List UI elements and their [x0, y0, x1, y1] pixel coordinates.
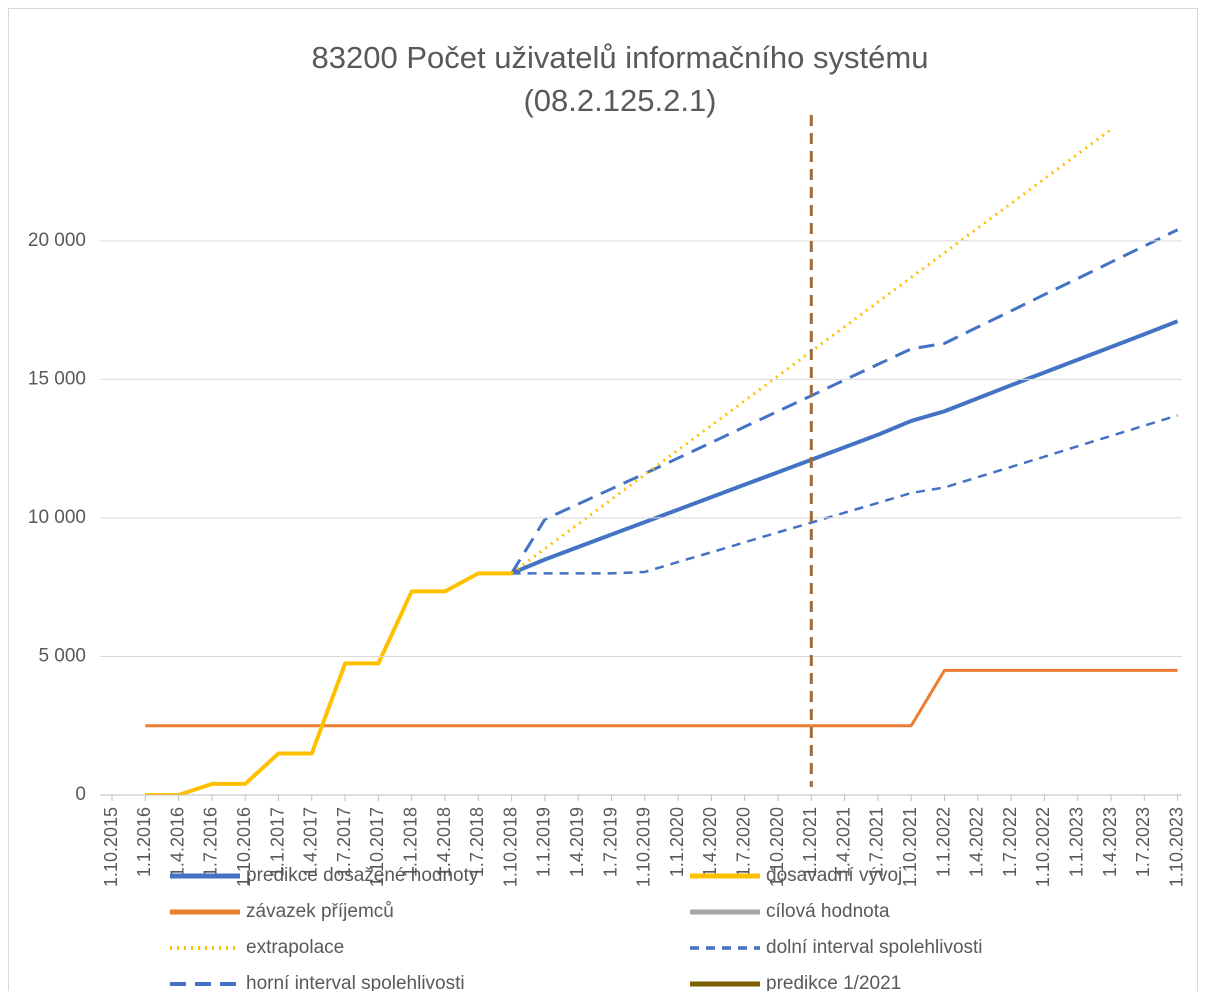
y-tick-label: 5 000 [38, 645, 86, 666]
legend-label: cílová hodnota [766, 901, 890, 922]
y-tick-label: 20 000 [28, 230, 86, 251]
legend-label: predikce dosažené hodnoty [246, 865, 479, 886]
chart-title: 83200 Počet uživatelů informačního systé… [312, 40, 929, 75]
x-tick-label: 1.1.2016 [134, 807, 154, 877]
x-tick-label: 1.4.2019 [567, 807, 587, 877]
x-tick-label: 1.1.2021 [800, 807, 820, 877]
x-tick-label: 1.4.2021 [833, 807, 853, 877]
x-tick-label: 1.10.2019 [634, 807, 654, 887]
legend-label: horní interval spolehlivosti [246, 973, 465, 991]
legend-label: dolní interval spolehlivosti [766, 937, 983, 958]
x-tick-label: 1.1.2017 [267, 807, 287, 877]
x-tick-label: 1.4.2023 [1100, 807, 1120, 877]
y-tick-label: 15 000 [28, 368, 86, 389]
x-tick-label: 1.10.2021 [900, 807, 920, 887]
legend-label: extrapolace [246, 937, 344, 958]
chart-subtitle: (08.2.125.2.1) [523, 83, 716, 118]
legend-label: závazek příjemců [246, 901, 394, 922]
x-tick-label: 1.4.2017 [301, 807, 321, 877]
x-tick-label: 1.4.2016 [167, 807, 187, 877]
series-line [511, 414, 1178, 575]
x-tick-label: 1.7.2021 [867, 807, 887, 877]
x-tick-label: 1.4.2022 [967, 807, 987, 877]
x-tick-label: 1.7.2019 [600, 807, 620, 877]
x-tick-label: 1.7.2023 [1133, 807, 1153, 877]
x-tick-label: 1.10.2018 [500, 807, 520, 887]
x-tick-label: 1.7.2018 [467, 807, 487, 877]
series-line [510, 228, 1179, 575]
y-tick-label: 10 000 [28, 507, 86, 528]
series-line [145, 668, 1178, 728]
x-tick-label: 1.10.2016 [234, 807, 254, 887]
x-tick-label: 1.1.2018 [400, 807, 420, 877]
x-tick-label: 1.10.2023 [1166, 807, 1186, 887]
x-tick-label: 1.1.2022 [933, 807, 953, 877]
x-tick-label: 1.10.2022 [1033, 807, 1053, 887]
x-tick-label: 1.7.2017 [334, 807, 354, 877]
x-tick-label: 1.10.2020 [767, 807, 787, 887]
series-line [145, 571, 512, 795]
series-line [510, 319, 1179, 576]
x-tick-label: 1.4.2018 [434, 807, 454, 877]
legend-label: dosavadní vývoj [766, 865, 902, 886]
x-tick-label: 1.7.2016 [201, 807, 221, 877]
x-tick-label: 1.10.2017 [367, 807, 387, 887]
x-tick-label: 1.1.2020 [667, 807, 687, 877]
x-tick-label: 1.4.2020 [700, 807, 720, 877]
x-tick-label: 1.7.2020 [733, 807, 753, 877]
x-tick-label: 1.10.2015 [101, 807, 121, 887]
x-tick-label: 1.7.2022 [1000, 807, 1020, 877]
x-tick-label: 1.1.2023 [1066, 807, 1086, 877]
legend-label: predikce 1/2021 [766, 973, 901, 991]
x-tick-label: 1.1.2019 [534, 807, 554, 877]
y-tick-label: 0 [75, 784, 86, 805]
chart-border [8, 8, 1198, 991]
